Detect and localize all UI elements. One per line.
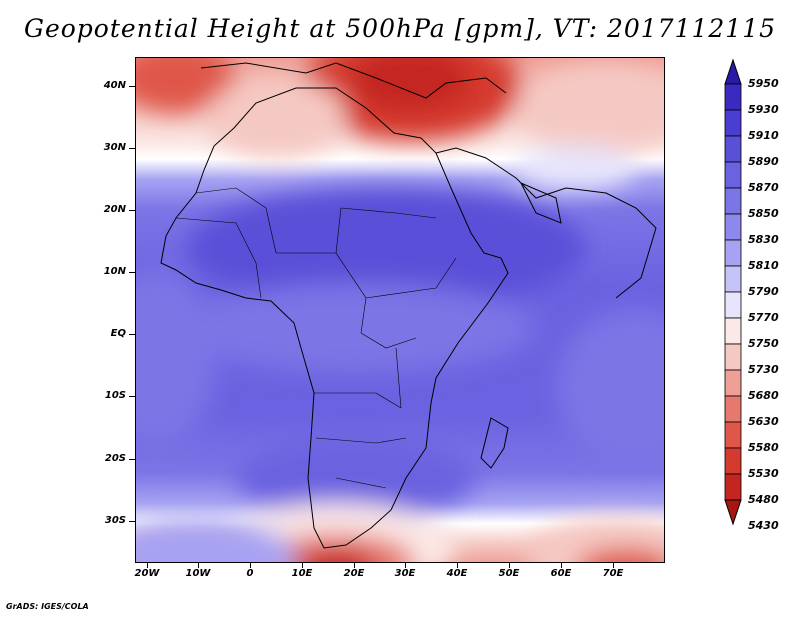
colorbar-label: 5730: [748, 363, 779, 376]
colorbar-label: 5580: [748, 441, 779, 454]
lon-label-10w: 10W: [185, 568, 211, 579]
lon-label-20e: 20E: [343, 568, 365, 579]
lat-label-20s: 20S: [104, 453, 126, 464]
colorbar-segment: [724, 187, 742, 215]
lat-tick: [129, 210, 135, 211]
lon-tick: [147, 563, 148, 568]
lat-tick: [129, 272, 135, 273]
colorbar-label: 5680: [748, 389, 779, 402]
lat-tick: [129, 86, 135, 87]
colorbar-max-arrow: [724, 58, 742, 85]
lon-label-10e: 10E: [291, 568, 313, 579]
lon-label-30e: 30E: [394, 568, 416, 579]
colorbar-segment: [724, 239, 742, 267]
coastlines: [160, 62, 657, 549]
lon-tick: [302, 563, 303, 568]
colorbar-label: 5790: [748, 285, 779, 298]
colorbar-segment: [724, 265, 742, 293]
colorbar-label: 5750: [748, 337, 779, 350]
colorbar-segment: [724, 83, 742, 111]
colorbar-label: 5870: [748, 181, 779, 194]
lat-tick: [129, 396, 135, 397]
lon-tick: [405, 563, 406, 568]
colorbar-label: 5530: [748, 467, 779, 480]
country-borders: [175, 187, 457, 489]
colorbar-label: 5630: [748, 415, 779, 428]
colorbar-segment: [724, 135, 742, 163]
lat-label-40n: 40N: [103, 80, 126, 91]
colorbar-label: 5950: [748, 77, 779, 90]
lon-label-40e: 40E: [446, 568, 468, 579]
geopotential-map: [135, 57, 665, 563]
colorbar-segment: [724, 213, 742, 241]
colorbar-segment: [724, 317, 742, 345]
colorbar-segment: [724, 343, 742, 371]
colorbar-segment: [724, 421, 742, 449]
field-anomalies: [136, 58, 664, 562]
colorbar-segment: [724, 161, 742, 189]
colorbar-min-arrow: [724, 499, 742, 526]
colorbar-label: 5770: [748, 311, 779, 324]
colorbar-segment: [724, 473, 742, 501]
lon-tick: [198, 563, 199, 568]
lon-label-70e: 70E: [602, 568, 624, 579]
colorbar-label: 5910: [748, 129, 779, 142]
lat-label-30s: 30S: [104, 515, 126, 526]
colorbar-label: 5890: [748, 155, 779, 168]
colorbar-segment: [724, 395, 742, 423]
map-canvas: [136, 58, 664, 562]
lon-tick: [457, 563, 458, 568]
grads-credit: GrADS: IGES/COLA: [6, 602, 89, 611]
lat-tick: [129, 459, 135, 460]
lat-tick: [129, 334, 135, 335]
lon-tick: [613, 563, 614, 568]
lat-tick: [129, 521, 135, 522]
lat-label-10s: 10S: [104, 390, 126, 401]
map-title: Geopotential Height at 500hPa [gpm], VT:…: [23, 14, 777, 43]
colorbar-segment: [724, 369, 742, 397]
colorbar-label: 5830: [748, 233, 779, 246]
colorbar-label: 5850: [748, 207, 779, 220]
lat-tick: [129, 148, 135, 149]
lat-label-20n: 20N: [103, 204, 126, 215]
lon-label-0: 0: [246, 568, 254, 579]
colorbar-segment: [724, 447, 742, 475]
colorbar-segment: [724, 291, 742, 319]
lon-label-60e: 60E: [550, 568, 572, 579]
lon-label-20w: 20W: [134, 568, 160, 579]
lon-label-50e: 50E: [498, 568, 520, 579]
colorbar-label: 5810: [748, 259, 779, 272]
lon-tick: [250, 563, 251, 568]
lat-label-30n: 30N: [103, 142, 126, 153]
colorbar-label: 5480: [748, 493, 779, 506]
lon-tick: [509, 563, 510, 568]
lat-label-10n: 10N: [103, 266, 126, 277]
colorbar-label: 5930: [748, 103, 779, 116]
lat-label-eq: EQ: [110, 328, 126, 339]
colorbar-label: 5430: [748, 519, 779, 532]
lon-tick: [561, 563, 562, 568]
colorbar-segment: [724, 109, 742, 137]
lon-tick: [354, 563, 355, 568]
